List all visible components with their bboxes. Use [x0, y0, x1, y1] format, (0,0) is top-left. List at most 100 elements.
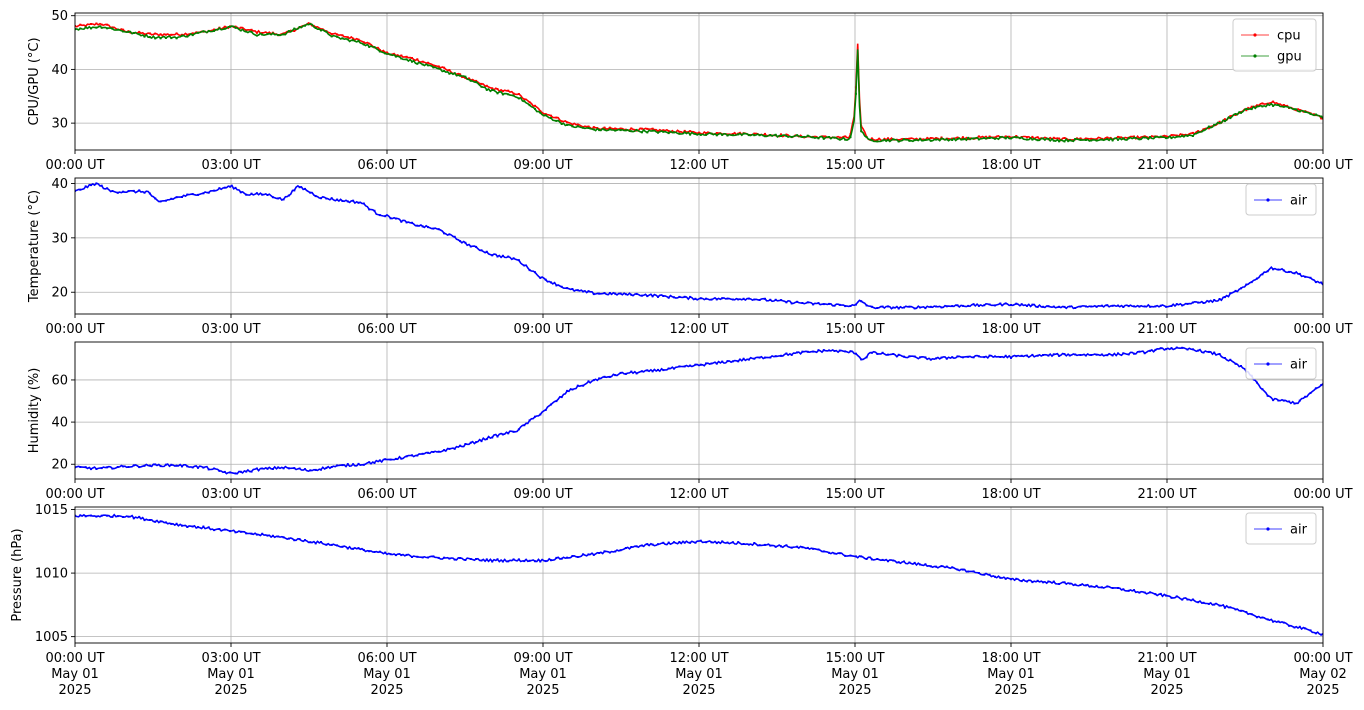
data-point	[1170, 305, 1173, 307]
data-point	[1304, 110, 1307, 113]
data-point	[427, 451, 429, 454]
data-point	[699, 363, 702, 366]
data-point	[1063, 353, 1066, 356]
data-point	[346, 38, 349, 41]
data-point	[84, 515, 87, 518]
data-point	[721, 133, 724, 136]
legend-entry-air: air	[1290, 358, 1308, 373]
data-point	[1042, 137, 1045, 140]
data-point	[780, 135, 782, 137]
data-point	[919, 306, 922, 309]
data-point	[138, 466, 141, 469]
data-point	[1047, 305, 1050, 308]
data-point	[378, 459, 381, 462]
data-point	[598, 292, 601, 295]
data-point	[448, 72, 451, 75]
data-point	[475, 558, 478, 560]
data-point	[566, 123, 569, 126]
data-point	[320, 28, 322, 31]
data-point	[726, 133, 729, 136]
data-point	[961, 136, 964, 139]
data-point	[127, 30, 130, 33]
data-point	[159, 37, 162, 40]
series-gpu	[75, 23, 1323, 143]
data-point	[619, 129, 622, 132]
data-point	[1240, 609, 1242, 612]
data-point	[1117, 352, 1119, 355]
data-point	[721, 297, 724, 300]
data-point	[646, 369, 649, 372]
x-tick-label: 03:00 UT May 01 2025	[201, 651, 260, 698]
data-point	[951, 356, 954, 359]
data-point	[651, 127, 654, 130]
series-air	[75, 182, 1323, 310]
data-point	[143, 464, 146, 467]
data-point	[1015, 577, 1018, 580]
data-point	[1004, 135, 1007, 138]
data-point	[972, 303, 975, 306]
data-point	[1052, 580, 1055, 583]
data-point	[1090, 354, 1093, 356]
data-point	[1090, 585, 1093, 588]
data-point	[1304, 627, 1307, 630]
data-point	[865, 136, 868, 139]
data-point	[159, 520, 162, 523]
data-point	[1272, 620, 1275, 623]
data-point	[1052, 353, 1055, 356]
data-point	[352, 547, 355, 550]
data-point	[207, 30, 210, 32]
data-point	[764, 356, 766, 359]
x-tick-label: 12:00 UT May 01 2025	[669, 651, 728, 698]
data-point	[266, 33, 269, 36]
data-point	[314, 542, 317, 545]
data-point	[1207, 350, 1210, 353]
data-point	[961, 138, 964, 141]
data-point	[1256, 277, 1258, 280]
data-point	[314, 27, 317, 29]
data-point	[1197, 130, 1200, 133]
data-point	[988, 354, 991, 357]
data-point	[539, 110, 542, 113]
data-point	[635, 292, 638, 295]
data-point	[1015, 302, 1018, 305]
data-point	[100, 26, 103, 29]
data-point	[994, 137, 996, 140]
data-point	[239, 26, 242, 29]
data-point	[132, 517, 135, 520]
data-point	[566, 121, 569, 124]
data-point	[844, 135, 847, 138]
data-point	[608, 292, 611, 294]
data-point	[384, 458, 387, 461]
x-tick-label: 18:00 UT May 01 2025	[981, 651, 1040, 698]
data-point	[1266, 618, 1269, 621]
data-point	[1288, 270, 1291, 273]
data-point	[983, 137, 986, 139]
data-point	[1149, 305, 1152, 308]
data-point	[1197, 131, 1200, 134]
data-point	[368, 550, 371, 553]
data-point	[555, 400, 558, 403]
x-tick-label: 00:00 UT	[1293, 487, 1352, 502]
data-point	[154, 520, 157, 523]
data-point	[378, 50, 381, 53]
data-point	[694, 131, 697, 134]
data-point	[630, 546, 633, 548]
data-point	[534, 415, 536, 418]
data-point	[368, 42, 371, 45]
data-point	[988, 303, 991, 306]
data-point	[801, 136, 804, 138]
data-point	[849, 554, 852, 557]
data-point	[961, 304, 964, 307]
data-point	[731, 541, 734, 544]
data-point	[1266, 103, 1269, 106]
data-point	[1320, 384, 1323, 387]
data-point	[1138, 305, 1141, 308]
data-point	[822, 550, 825, 553]
data-point	[346, 200, 349, 203]
x-tick-label: 15:00 UT	[825, 322, 884, 337]
data-point	[753, 357, 756, 360]
data-point	[411, 454, 413, 457]
data-point	[245, 193, 248, 196]
data-point	[122, 190, 125, 193]
legend-box	[1245, 347, 1317, 380]
